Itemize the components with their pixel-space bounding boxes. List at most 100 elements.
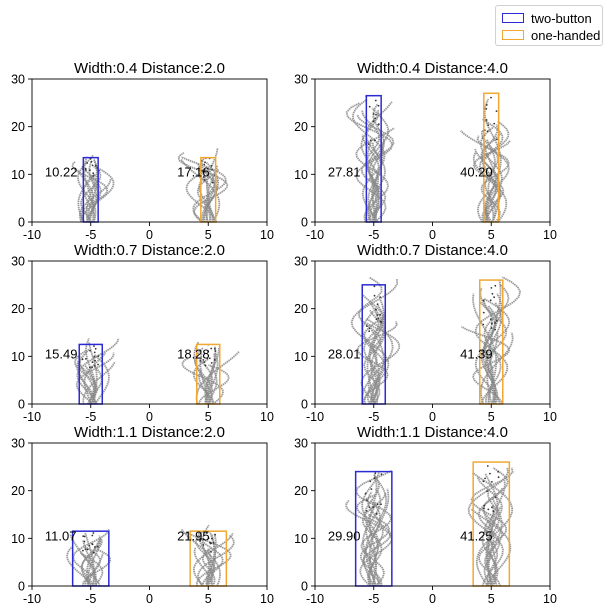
trace-path: [489, 279, 502, 405]
endpoint-dot: [86, 162, 89, 164]
x-tick-label: 0: [146, 410, 153, 424]
endpoint-dot: [372, 113, 375, 115]
x-tick-label: -10: [306, 592, 324, 606]
endpoints-two-button: [365, 285, 382, 333]
trace-path: [201, 547, 216, 587]
endpoint-dot: [368, 105, 371, 108]
x-tick-label: 0: [429, 410, 436, 424]
subplot-3: Width:0.7 Distance:2.0 15.49 18.28 -10 -5 0 5 1…: [11, 242, 274, 424]
data-label-one-handed: 40.20: [460, 165, 493, 180]
data-label-one-handed: 21.95: [177, 529, 210, 544]
endpoint-dot: [94, 546, 96, 548]
subplot-title: Width:0.4 Distance:4.0: [357, 60, 508, 77]
trace-path: [205, 352, 219, 405]
subplot-title: Width:1.1 Distance:4.0: [357, 424, 508, 441]
endpoint-dot: [207, 537, 210, 540]
endpoint-dot: [484, 477, 486, 480]
endpoints-two-button: [81, 345, 100, 369]
endpoint-dot: [203, 352, 206, 355]
y-tick-label: 20: [294, 302, 308, 316]
trace-path: [352, 98, 386, 223]
endpoint-dot: [368, 506, 371, 508]
trace-path: [360, 110, 380, 223]
legend-swatch-two-button: [502, 13, 524, 23]
endpoint-dot: [203, 163, 206, 166]
endpoint-dot: [82, 535, 85, 537]
endpoint-dot: [89, 349, 91, 352]
trace-path: [370, 142, 383, 223]
endpoint-dot: [86, 548, 89, 551]
x-tick-label: -10: [23, 410, 41, 424]
endpoint-dot: [497, 476, 500, 479]
endpoint-dot: [373, 285, 376, 288]
axes-frame: [314, 260, 551, 405]
trace-path: [84, 532, 95, 587]
trace-path: [198, 364, 230, 405]
endpoint-dot: [83, 535, 86, 538]
endpoint-dot: [486, 490, 488, 492]
x-tick-label: 10: [543, 228, 557, 242]
traces-two-button: [73, 338, 120, 405]
endpoint-dot: [201, 169, 204, 172]
x-tick-label: -10: [306, 410, 324, 424]
endpoint-dot: [369, 139, 372, 142]
trace-path: [472, 151, 508, 223]
endpoint-dot: [210, 347, 213, 350]
subplot-title: Width:0.7 Distance:2.0: [74, 242, 225, 259]
endpoints-two-button: [364, 472, 383, 515]
trace-path: [371, 103, 385, 223]
y-tick-label: 30: [294, 255, 308, 269]
endpoint-dot: [494, 496, 497, 499]
x-tick-label: 5: [205, 592, 212, 606]
endpoint-dot: [366, 499, 368, 502]
x-tick-label: 10: [260, 410, 274, 424]
endpoint-dot: [482, 311, 485, 314]
y-tick-label: 10: [294, 532, 308, 546]
trace-path: [368, 309, 385, 405]
x-tick-label: -5: [85, 228, 96, 242]
endpoint-dot: [493, 296, 495, 299]
endpoint-dot: [374, 139, 376, 142]
endpoint-dot: [203, 361, 206, 363]
y-tick-label: 0: [301, 216, 308, 230]
trace-path: [361, 109, 381, 223]
x-tick-label: -5: [85, 592, 96, 606]
endpoint-dot: [94, 164, 97, 167]
y-tick-label: 0: [301, 398, 308, 412]
endpoint-dot: [485, 108, 488, 110]
trace-path: [197, 534, 235, 587]
endpoint-dot: [486, 130, 489, 133]
endpoint-dot: [365, 510, 368, 512]
endpoint-dot: [374, 99, 377, 102]
trace-path: [192, 532, 234, 587]
endpoint-dot: [497, 470, 499, 473]
endpoint-dot: [367, 143, 370, 146]
trace-path: [479, 301, 497, 405]
endpoint-dot: [93, 345, 95, 347]
endpoint-dot: [372, 120, 375, 123]
endpoint-dot: [211, 537, 213, 540]
y-tick-label: 0: [18, 580, 25, 594]
y-tick-label: 0: [301, 580, 308, 594]
trace-path: [180, 158, 221, 223]
traces-one-handed: [467, 467, 514, 587]
x-tick-label: 0: [429, 228, 436, 242]
x-tick-label: 0: [146, 228, 153, 242]
traces-one-handed: [177, 147, 229, 223]
y-tick-label: 20: [294, 120, 308, 134]
endpoint-dot: [96, 545, 99, 548]
x-tick-label: 10: [260, 228, 274, 242]
x-tick-label: 0: [429, 592, 436, 606]
trace-path: [76, 360, 96, 405]
endpoint-dot: [204, 161, 206, 164]
traces-one-handed: [181, 341, 240, 405]
endpoint-dot: [373, 477, 376, 480]
y-tick-label: 30: [11, 437, 25, 451]
endpoint-dot: [94, 359, 96, 362]
endpoint-dot: [489, 472, 491, 475]
endpoint-dot: [483, 507, 485, 510]
legend-label-one-handed: one-handed: [531, 27, 601, 43]
x-tick-label: 10: [260, 592, 274, 606]
endpoint-dot: [375, 113, 377, 116]
endpoint-dot: [490, 287, 493, 289]
